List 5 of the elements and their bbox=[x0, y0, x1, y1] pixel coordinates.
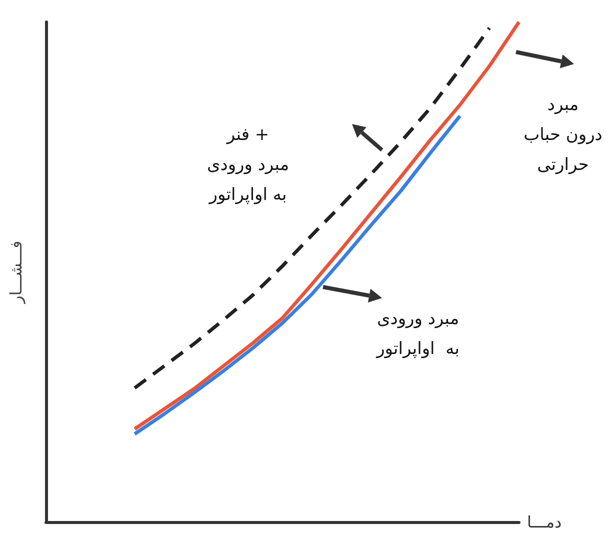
x-axis-title: دمـــا bbox=[527, 512, 562, 532]
y-axis-title: فـــشـــار bbox=[6, 240, 26, 304]
text: مبرد درون حباب حرارتی bbox=[524, 95, 602, 175]
annotation: فنر + مبرد ورودی به اواپراتور bbox=[206, 125, 290, 205]
annotation: مبرد ورودی به اواپراتور bbox=[376, 309, 460, 359]
